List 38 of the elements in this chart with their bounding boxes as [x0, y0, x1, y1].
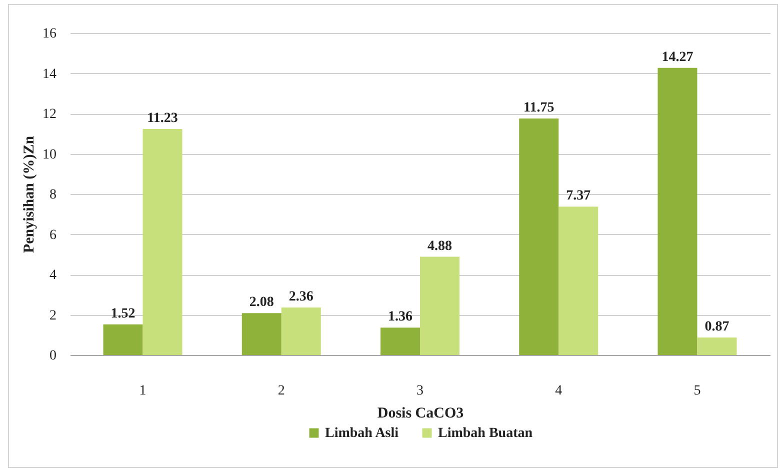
y-axis-title: Penyisihan (%)Zn: [22, 135, 38, 254]
data-label: 7.37: [566, 188, 591, 204]
x-axis-title: Dosis CaCO3: [377, 406, 464, 422]
y-tick-label: 12: [42, 107, 56, 122]
bar: [658, 68, 698, 355]
bar: [380, 328, 420, 355]
data-label: 11.23: [147, 110, 178, 126]
y-tick-label: 4: [50, 268, 56, 283]
y-tick-label: 10: [42, 147, 56, 162]
x-tick-label: 4: [555, 384, 562, 398]
y-tick-label: 0: [50, 348, 56, 364]
legend-label: Limbah Buatan: [438, 426, 533, 441]
bar: [281, 308, 321, 355]
y-tick-label: 14: [42, 66, 56, 82]
data-label: 2.36: [288, 290, 314, 305]
x-tick-label: 2: [278, 384, 285, 398]
bar: [697, 337, 737, 355]
data-label: 0.87: [704, 319, 730, 334]
y-tick-label: 2: [50, 308, 56, 324]
y-tick-label: 8: [50, 188, 56, 202]
x-tick-label: 5: [694, 384, 701, 398]
data-label: 1.52: [110, 306, 136, 322]
x-tick-label: 3: [416, 384, 424, 398]
bar: [103, 324, 143, 355]
legend-label: Limbah Asli: [325, 426, 399, 441]
data-label: 4.88: [428, 238, 452, 254]
bar: [519, 118, 559, 355]
bar: [558, 206, 598, 355]
bar: [142, 128, 182, 355]
data-label: 11.75: [523, 100, 554, 116]
bar: [242, 313, 282, 355]
data-label: 1.36: [388, 310, 412, 325]
data-label: 14.27: [662, 50, 694, 65]
data-label: 2.08: [249, 295, 274, 310]
x-tick-label: 1: [139, 384, 146, 398]
y-tick-label: 6: [50, 228, 56, 243]
y-tick-label: 16: [42, 26, 56, 42]
bar: [420, 256, 460, 355]
